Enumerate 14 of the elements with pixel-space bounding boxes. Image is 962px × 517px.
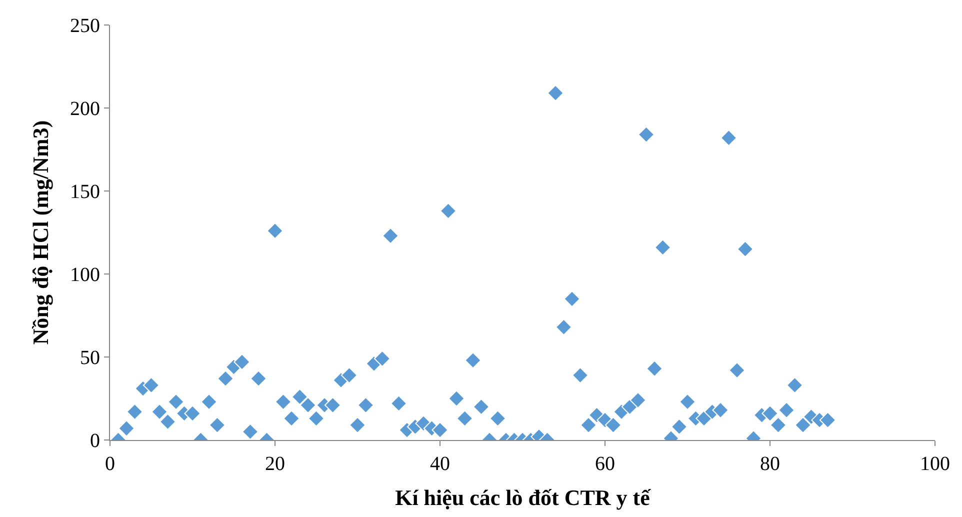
y-tick-label: 250 [70,15,100,37]
y-tick-label: 200 [70,98,100,120]
x-tick-label: 100 [920,453,950,475]
x-tick-label: 60 [595,453,615,475]
y-tick-label: 0 [90,430,100,452]
x-tick-label: 0 [105,453,115,475]
x-tick-label: 20 [265,453,285,475]
x-tick-label: 80 [760,453,780,475]
x-axis-title: Kí hiệu các lò đốt CTR y tế [395,484,652,510]
y-tick-label: 50 [80,347,100,369]
y-tick-label: 150 [70,181,100,203]
y-tick-label: 100 [70,264,100,286]
x-tick-label: 40 [430,453,450,475]
y-axis-title: Nồng độ HCl (mg/Nm3) [28,120,53,345]
